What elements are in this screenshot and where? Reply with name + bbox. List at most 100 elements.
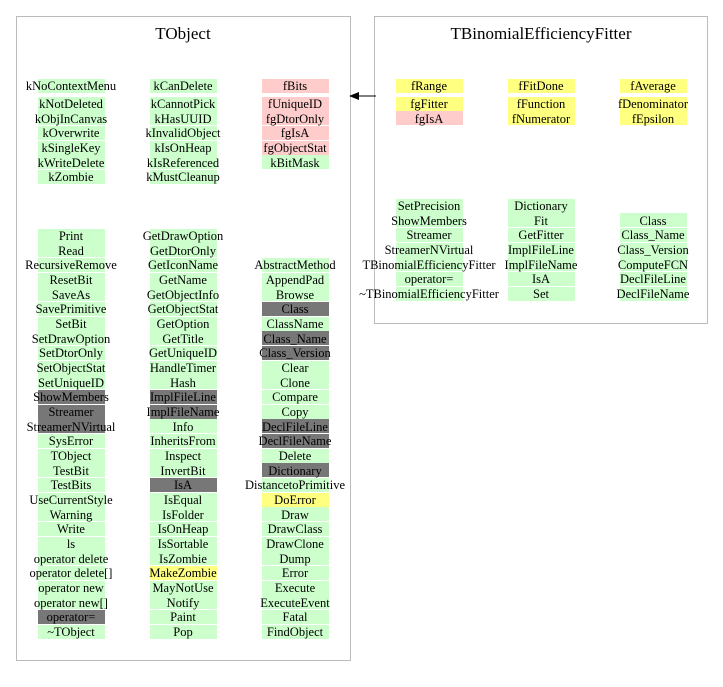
method-cell <box>395 257 463 273</box>
data-member-cell <box>149 170 217 186</box>
method: GetObjectInfo <box>146 287 220 302</box>
method-cell <box>37 610 105 626</box>
method-cell <box>395 198 463 214</box>
method: Pop <box>173 625 193 640</box>
data-member-cell <box>149 126 217 142</box>
method: IsOnHeap <box>157 522 209 537</box>
method: DeclFileName <box>258 434 332 449</box>
method-cell <box>37 404 105 420</box>
method: TestBit <box>53 463 89 478</box>
data-member-cell <box>37 78 105 94</box>
method: IsZombie <box>159 551 207 566</box>
method-cell <box>149 522 217 538</box>
data-member: fgFitter <box>410 97 448 111</box>
data-member: kCannotPick <box>150 97 216 111</box>
method-cell <box>149 492 217 508</box>
data-member-cell <box>149 96 217 112</box>
data-member-cell <box>507 96 575 112</box>
method-cell <box>619 286 687 302</box>
data-member-cell <box>261 96 329 112</box>
method: IsSortable <box>157 537 209 552</box>
data-member-cell <box>507 78 575 94</box>
method-cell <box>149 258 217 274</box>
method: MayNotUse <box>152 581 214 596</box>
data-member: kZombie <box>48 170 94 185</box>
method: Notify <box>166 595 200 610</box>
method-cell <box>395 228 463 244</box>
method-cell <box>507 228 575 244</box>
data-member: fgIsA <box>414 111 444 126</box>
method-cell <box>261 360 329 376</box>
data-member: fEpsilon <box>631 111 675 126</box>
method: Dump <box>279 551 311 566</box>
method-cell <box>619 257 687 273</box>
method-cell <box>261 580 329 596</box>
data-member: fgIsA <box>280 126 310 141</box>
method-cell <box>261 492 329 508</box>
method-cell <box>149 463 217 479</box>
method-cell <box>619 213 687 229</box>
method: HandleTimer <box>149 361 217 376</box>
method-cell <box>507 198 575 214</box>
method: Dictionary <box>268 463 322 478</box>
method-cell <box>507 272 575 288</box>
method: TestBits <box>50 478 92 493</box>
data-member-cell <box>37 126 105 142</box>
inheritance-arrow <box>349 92 376 100</box>
data-member: kHasUUID <box>154 111 212 126</box>
method: GetDtorOnly <box>150 243 216 258</box>
method-cell <box>261 302 329 318</box>
method: operator new <box>38 581 104 596</box>
method: Inspect <box>164 449 202 464</box>
method-cell <box>149 360 217 376</box>
data-member: fNumerator <box>511 111 571 126</box>
method: SetUniqueID <box>38 375 104 390</box>
method-cell <box>37 566 105 582</box>
method: Clear <box>281 361 309 376</box>
method: DrawClass <box>267 522 323 537</box>
method-cell <box>149 302 217 318</box>
data-member: fDenominator <box>617 97 689 111</box>
data-member-cell <box>37 96 105 112</box>
method-cell <box>619 228 687 244</box>
method-cell <box>37 492 105 508</box>
method: IsFolder <box>162 507 204 522</box>
method-cell <box>149 536 217 552</box>
method: DoError <box>274 493 316 508</box>
data-member: kSingleKey <box>41 141 101 155</box>
method-cell <box>149 610 217 626</box>
method-cell <box>261 478 329 494</box>
method-cell <box>619 242 687 258</box>
data-member: kNoContextMenu <box>25 79 117 93</box>
method-cell <box>37 316 105 332</box>
method-cell <box>37 595 105 611</box>
method: Hash <box>170 375 196 390</box>
method: DeclFileName <box>616 287 690 302</box>
method: Execute <box>274 581 316 596</box>
data-member-cell <box>507 111 575 127</box>
method-cell <box>149 507 217 523</box>
method-cell <box>37 302 105 318</box>
method: TBinomialEfficiencyFitter <box>362 257 496 272</box>
method-cell <box>37 448 105 464</box>
data-member-cell <box>261 155 329 171</box>
data-member: fAverage <box>630 79 676 93</box>
method: Fit <box>534 213 548 228</box>
method: operator new[] <box>34 595 108 610</box>
method-cell <box>261 331 329 347</box>
method: Streamer <box>48 405 94 420</box>
data-member: fBits <box>282 79 308 93</box>
method-cell <box>149 331 217 347</box>
method-cell <box>261 566 329 582</box>
method-cell <box>37 624 105 640</box>
method-cell <box>149 434 217 450</box>
data-member-cell <box>149 140 217 156</box>
data-member: fgObjectStat <box>263 141 327 155</box>
data-member-cell <box>149 78 217 94</box>
method-cell <box>261 419 329 435</box>
method: operator delete <box>33 551 109 566</box>
method-cell <box>261 404 329 420</box>
method-cell <box>149 580 217 596</box>
method: InvertBit <box>160 463 206 478</box>
data-member: fFitDone <box>518 79 564 93</box>
